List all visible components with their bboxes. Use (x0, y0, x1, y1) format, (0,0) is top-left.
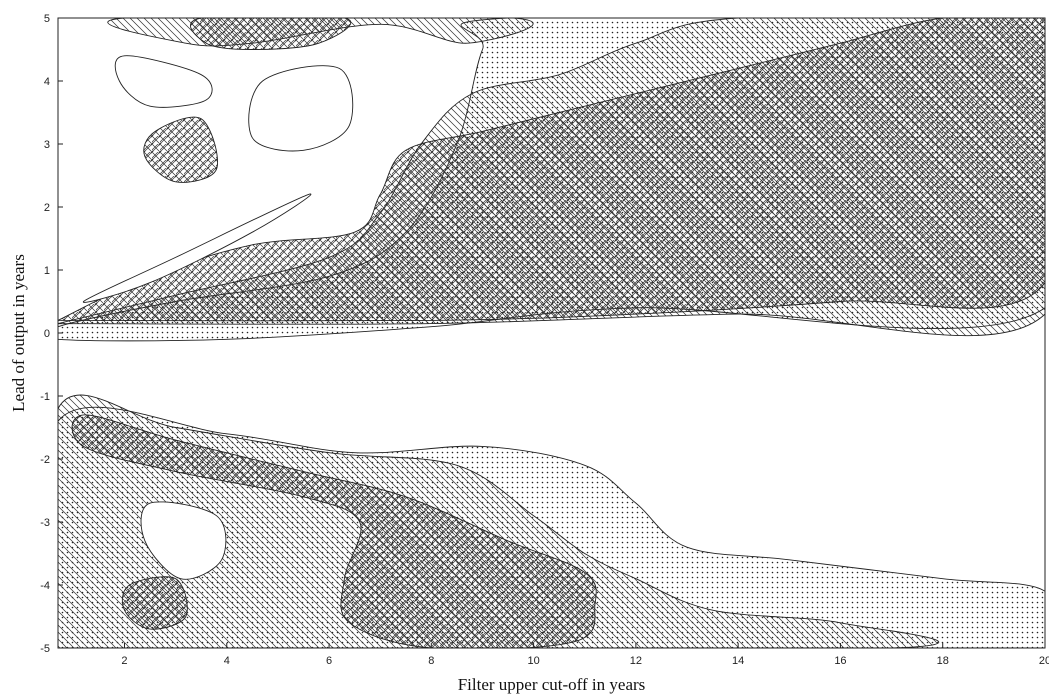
region-upper-blank-pocket-2 (114, 55, 213, 108)
y-tick-label: -3 (40, 517, 50, 529)
y-tick-label: 2 (44, 202, 50, 214)
y-tick-label: -2 (40, 454, 50, 466)
region-lower-small-crosshatch (121, 576, 188, 630)
y-axis-ticks: 5 4 3 2 1 0 -1 -2 -3 -4 -5 (40, 13, 63, 655)
y-tick-label: 5 (44, 13, 50, 25)
x-tick-label: 6 (326, 655, 332, 667)
x-tick-label: 16 (834, 655, 846, 667)
region-upper-blank-pocket-1 (248, 65, 354, 152)
region-upper-mid-crosshatch (143, 116, 218, 183)
x-tick-label: 12 (630, 655, 642, 667)
x-axis-ticks: 2 4 6 8 10 12 14 16 18 20 (121, 643, 1049, 667)
y-tick-label: 4 (44, 76, 50, 88)
y-tick-label: 1 (44, 265, 50, 277)
region-upper-blank-finger (83, 193, 312, 303)
x-tick-label: 8 (428, 655, 434, 667)
x-tick-label: 4 (224, 655, 230, 667)
x-tick-label: 20 (1039, 655, 1049, 667)
y-tick-label: 3 (44, 139, 50, 151)
contour-regions (58, 18, 1045, 648)
y-tick-label: 0 (44, 328, 50, 340)
x-tick-label: 14 (732, 655, 744, 667)
x-axis-title: Filter upper cut-off in years (458, 675, 646, 694)
y-tick-label: -5 (40, 643, 50, 655)
x-tick-label: 18 (937, 655, 949, 667)
y-tick-label: -1 (40, 391, 50, 403)
y-axis-title: Lead of output in years (9, 254, 28, 412)
x-tick-label: 2 (121, 655, 127, 667)
y-tick-label: -4 (40, 580, 50, 592)
region-lower-crosshatch-core (71, 414, 597, 648)
x-tick-label: 10 (527, 655, 539, 667)
region-upper-top-crosshatch (190, 18, 352, 50)
region-lower-blank-pocket (140, 501, 227, 580)
region-lower-hatch-band (58, 394, 940, 648)
